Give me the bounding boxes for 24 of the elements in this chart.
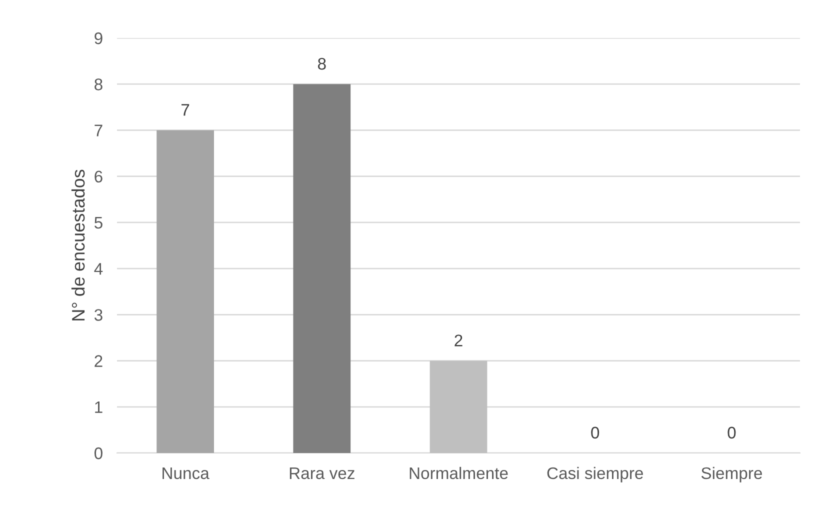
data-label: 8 <box>318 58 326 70</box>
data-label: 2 <box>454 334 462 346</box>
bar <box>293 84 351 453</box>
x-tick-label: Rara vez <box>290 468 354 480</box>
y-tick-label: 0 <box>94 447 102 460</box>
y-axis-title: N° de encuestados <box>71 170 85 320</box>
y-tick-label: 8 <box>94 78 102 90</box>
bar <box>156 130 214 453</box>
y-tick-label: 6 <box>94 170 102 183</box>
x-tick-label: Normalmente <box>410 466 508 480</box>
data-label: 0 <box>728 426 736 439</box>
x-tick-label: Siempre <box>701 466 762 482</box>
y-tick-label: 3 <box>94 309 102 321</box>
bar <box>430 360 488 453</box>
y-tick-label: 9 <box>94 32 102 44</box>
data-label: 7 <box>182 104 190 116</box>
y-tick-label: 4 <box>94 263 103 275</box>
y-tick-label: 7 <box>94 124 102 136</box>
data-label: 0 <box>591 426 600 439</box>
y-tick-label: 2 <box>94 355 102 367</box>
y-tick-label: 1 <box>95 401 102 413</box>
x-tick-label: Nunca <box>162 468 210 480</box>
y-tick-label: 5 <box>94 217 102 229</box>
x-tick-label: Casi siempre <box>547 466 643 482</box>
